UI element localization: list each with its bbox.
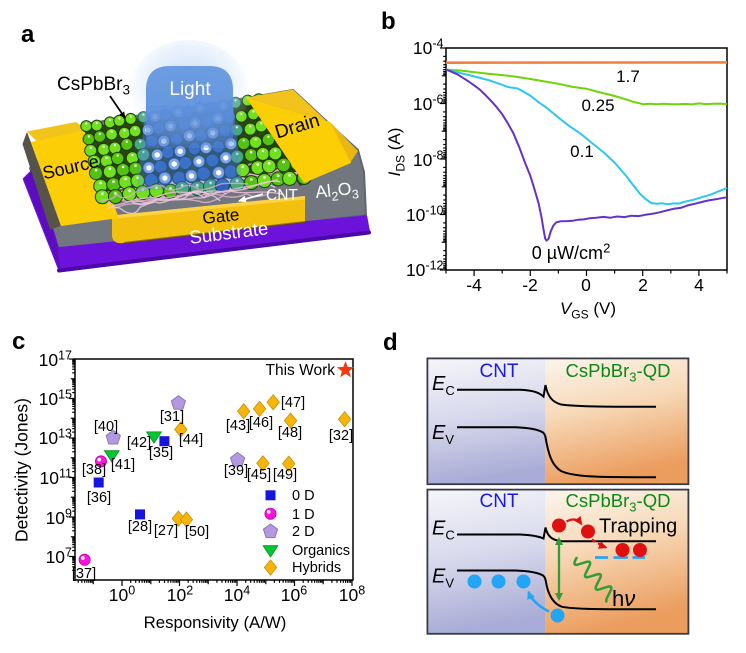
svg-text:100: 100 — [109, 584, 135, 606]
svg-text:Hybrids: Hybrids — [292, 560, 341, 576]
svg-text:c: c — [12, 328, 25, 355]
svg-text:106: 106 — [281, 584, 307, 606]
svg-text:-2: -2 — [522, 275, 538, 295]
svg-text:[49]: [49] — [273, 467, 297, 483]
svg-text:107: 107 — [46, 546, 72, 568]
svg-text:CNT: CNT — [479, 361, 518, 382]
svg-text:[37]: [37] — [72, 566, 96, 582]
svg-text:Gate: Gate — [202, 205, 241, 228]
svg-text:CsPbBr3-QD: CsPbBr3-QD — [566, 490, 671, 515]
svg-text:10-6: 10-6 — [413, 93, 444, 115]
svg-text:1011: 1011 — [40, 467, 72, 489]
svg-text:CNT: CNT — [479, 491, 518, 512]
svg-text:[35]: [35] — [149, 445, 173, 461]
svg-text:10-12: 10-12 — [406, 259, 444, 281]
svg-text:104: 104 — [224, 584, 250, 606]
svg-text:0 µW/cm2: 0 µW/cm2 — [532, 241, 611, 264]
svg-text:IDS (A): IDS (A) — [385, 128, 408, 177]
svg-text:VGS (V): VGS (V) — [560, 299, 616, 322]
svg-text:[42]: [42] — [127, 435, 151, 451]
svg-text:[45]: [45] — [247, 467, 271, 483]
svg-text:[36]: [36] — [87, 490, 111, 506]
svg-text:4: 4 — [694, 275, 704, 295]
svg-text:[39]: [39] — [224, 463, 248, 479]
svg-text:1015: 1015 — [39, 388, 72, 410]
svg-text:Light: Light — [169, 79, 211, 100]
svg-text:CNT: CNT — [266, 187, 298, 204]
svg-text:102: 102 — [167, 584, 193, 606]
svg-text:Responsivity (A/W): Responsivity (A/W) — [144, 613, 287, 632]
svg-text:[47]: [47] — [281, 395, 305, 411]
svg-text:Detectivity (Jones): Detectivity (Jones) — [12, 398, 32, 542]
svg-text:2 D: 2 D — [292, 524, 315, 540]
svg-text:Al2O3: Al2O3 — [314, 178, 359, 206]
svg-text:-4: -4 — [466, 275, 482, 295]
svg-text:hν: hν — [612, 586, 635, 611]
svg-text:0.25: 0.25 — [581, 96, 614, 115]
svg-text:a: a — [21, 21, 35, 48]
svg-text:[43]: [43] — [226, 418, 250, 434]
svg-text:1.7: 1.7 — [616, 67, 640, 86]
svg-text:0 D: 0 D — [292, 488, 315, 504]
svg-text:[46]: [46] — [249, 415, 273, 431]
svg-text:1013: 1013 — [39, 427, 72, 449]
svg-text:0.1: 0.1 — [570, 142, 594, 161]
svg-text:Trapping: Trapping — [599, 516, 677, 538]
svg-text:CsPbBr3-QD: CsPbBr3-QD — [566, 360, 671, 385]
svg-text:10-10: 10-10 — [406, 204, 444, 226]
svg-text:b: b — [381, 8, 396, 35]
svg-text:10-4: 10-4 — [413, 37, 444, 59]
svg-text:[27]: [27] — [154, 523, 178, 539]
svg-text:109: 109 — [46, 507, 72, 529]
svg-text:[50]: [50] — [185, 524, 209, 540]
svg-text:This Work: This Work — [266, 362, 336, 379]
svg-text:[48]: [48] — [278, 425, 302, 441]
svg-text:1017: 1017 — [39, 349, 72, 371]
svg-text:[40]: [40] — [94, 419, 118, 435]
svg-text:[31]: [31] — [160, 409, 184, 425]
svg-text:Organics: Organics — [292, 543, 350, 559]
svg-text:10-8: 10-8 — [413, 149, 444, 171]
svg-text:108: 108 — [339, 584, 365, 606]
svg-text:[28]: [28] — [128, 519, 152, 535]
svg-text:[41]: [41] — [111, 457, 135, 473]
svg-text:[32]: [32] — [329, 428, 353, 444]
svg-text:d: d — [383, 329, 398, 356]
svg-text:2: 2 — [638, 275, 648, 295]
svg-text:[44]: [44] — [179, 432, 203, 448]
svg-text:0: 0 — [581, 275, 591, 295]
svg-text:1 D: 1 D — [292, 507, 315, 523]
svg-text:CsPbBr3: CsPbBr3 — [57, 74, 130, 98]
svg-text:[38]: [38] — [82, 462, 106, 478]
